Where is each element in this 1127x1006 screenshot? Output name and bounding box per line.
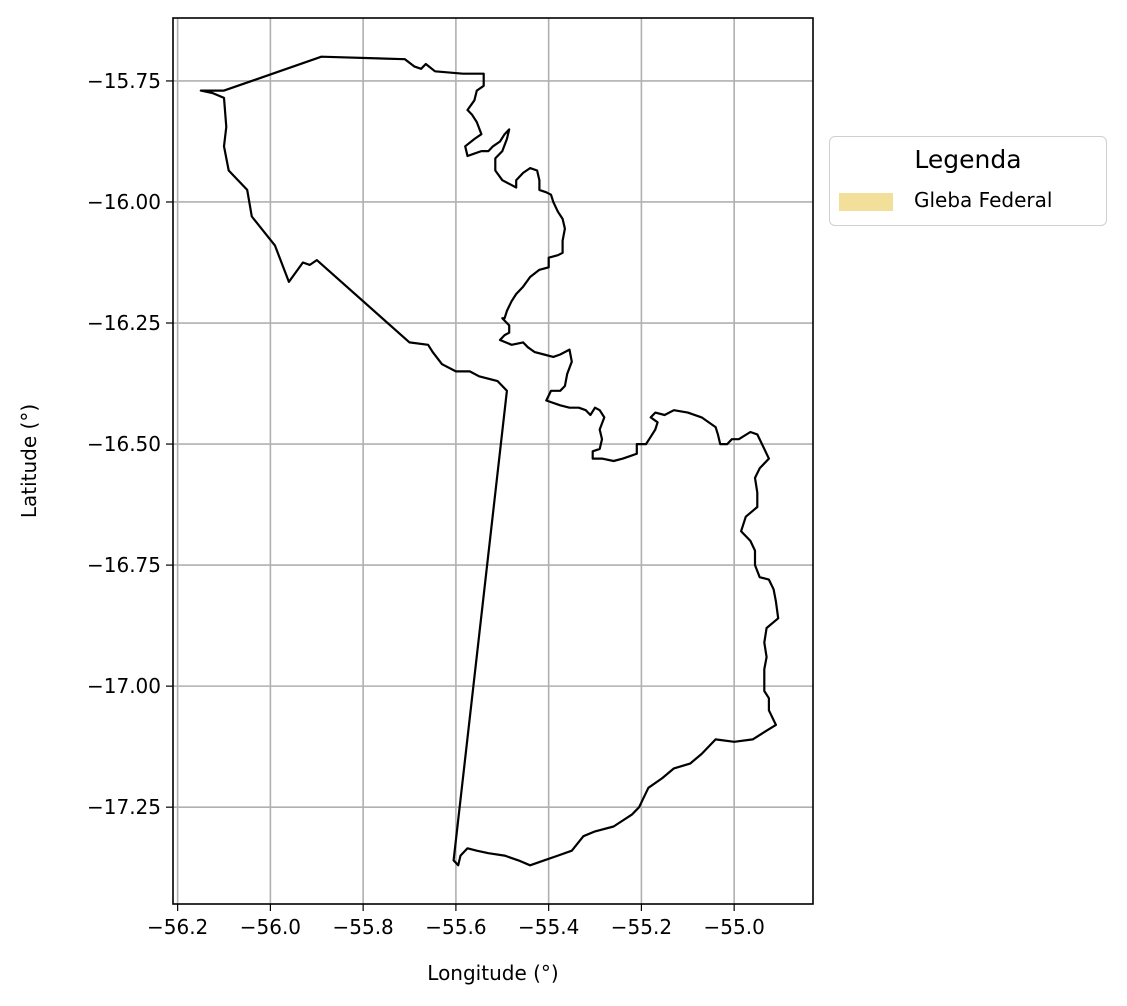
plot-frame — [172, 17, 814, 905]
y-tick-label: −17.00 — [87, 674, 161, 698]
legend: Legenda Gleba Federal — [829, 136, 1107, 226]
x-tick-label: −56.0 — [240, 915, 301, 939]
y-axis-ticks: −15.75 −16.00 −16.25 −16.50 −16.75 −17.00 −17.… — [87, 69, 173, 819]
legend-title: Legenda — [914, 145, 1022, 174]
y-axis-label: Latitude (°) — [17, 404, 41, 518]
y-tick-label: −15.75 — [87, 69, 161, 93]
legend-swatch-gleba-federal — [839, 193, 893, 211]
legend-label-gleba-federal: Gleba Federal — [914, 188, 1053, 212]
y-tick-label: −16.50 — [87, 432, 161, 456]
y-tick-label: −16.75 — [87, 553, 161, 577]
x-tick-label: −55.6 — [425, 915, 486, 939]
grid-lines — [173, 18, 813, 904]
x-axis-label: Longitude (°) — [427, 961, 558, 985]
y-tick-label: −17.25 — [87, 795, 161, 819]
x-tick-label: −55.4 — [518, 915, 579, 939]
x-tick-label: −55.8 — [332, 915, 393, 939]
y-tick-label: −16.00 — [87, 190, 161, 214]
y-tick-label: −16.25 — [87, 311, 161, 335]
x-tick-label: −55.2 — [611, 915, 672, 939]
gleba-federal-boundary — [199, 55, 780, 867]
x-axis-ticks: −56.2 −56.0 −55.8 −55.6 −55.4 −55.2 −55.0 — [147, 904, 765, 939]
x-tick-label: −56.2 — [147, 915, 208, 939]
x-tick-label: −55.0 — [704, 915, 765, 939]
